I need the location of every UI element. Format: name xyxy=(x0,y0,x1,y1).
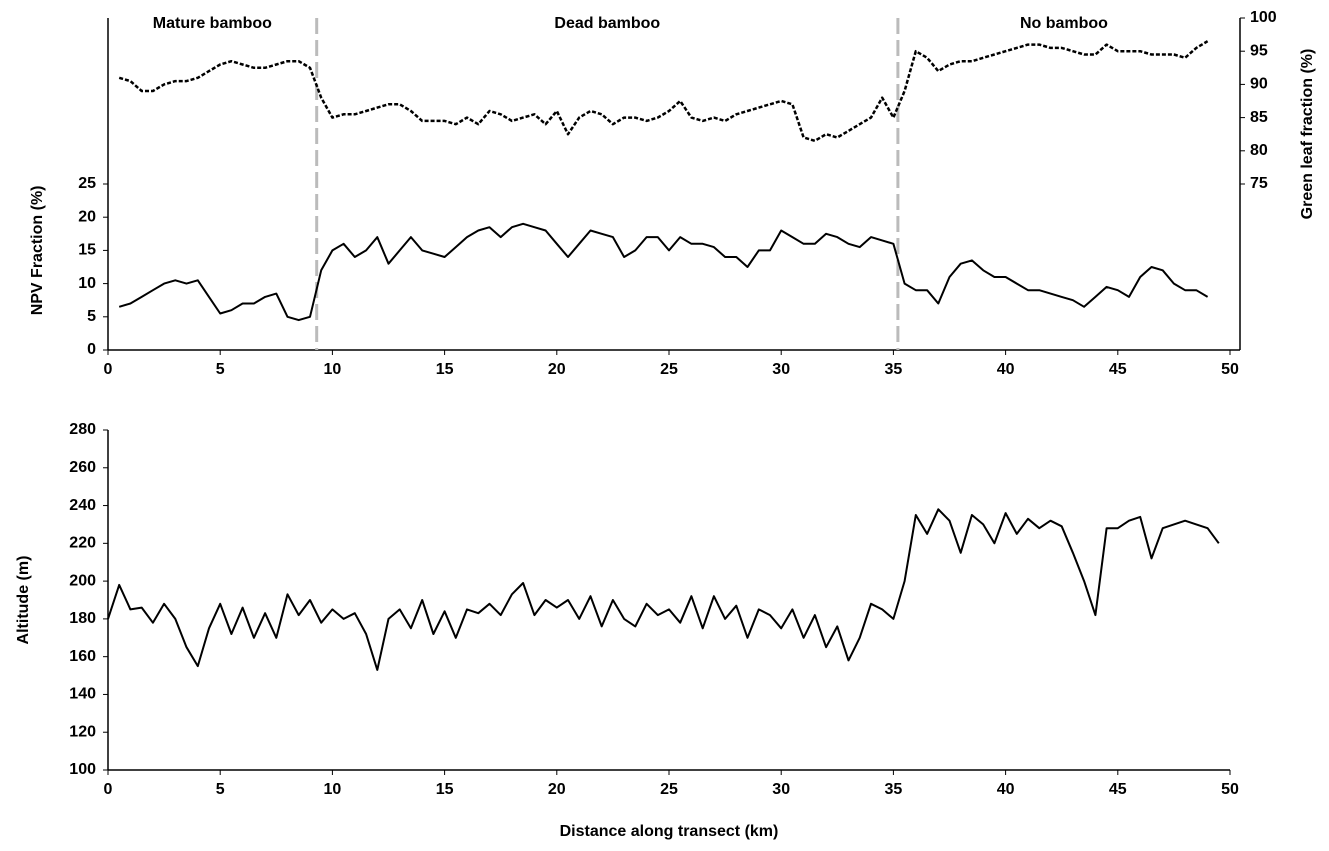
x-tick-label: 25 xyxy=(660,781,678,798)
x-tick-label: 10 xyxy=(324,781,342,798)
y2-tick-label: 75 xyxy=(1250,175,1268,192)
x-tick-label: 15 xyxy=(436,781,454,798)
y-tick-label: 140 xyxy=(69,686,96,703)
x-tick-label: 35 xyxy=(885,361,903,378)
y-tick-label: 280 xyxy=(69,421,96,438)
x-tick-label: 0 xyxy=(104,361,113,378)
y-axis-label: Altitude (m) xyxy=(15,556,32,645)
x-tick-label: 15 xyxy=(436,361,454,378)
y2-tick-label: 100 xyxy=(1250,9,1277,26)
x-tick-label: 25 xyxy=(660,361,678,378)
y-tick-label: 160 xyxy=(69,648,96,665)
region-label: Dead bamboo xyxy=(554,15,660,32)
y2-tick-label: 95 xyxy=(1250,42,1268,59)
data-line xyxy=(107,508,1220,671)
y-tick-label: 25 xyxy=(78,175,96,192)
x-tick-label: 45 xyxy=(1109,781,1127,798)
y-tick-label: 260 xyxy=(69,459,96,476)
x-tick-label: 5 xyxy=(216,361,225,378)
x-axis-label: Distance along transect (km) xyxy=(560,823,779,840)
y2-tick-label: 80 xyxy=(1250,142,1268,159)
y-tick-label: 10 xyxy=(78,275,96,292)
y-tick-label: 240 xyxy=(69,497,96,514)
y-tick-label: 5 xyxy=(87,308,96,325)
x-tick-label: 50 xyxy=(1221,361,1239,378)
y-tick-label: 0 xyxy=(87,341,96,358)
y-tick-label: 100 xyxy=(69,761,96,778)
data-line xyxy=(118,222,1209,322)
x-tick-label: 45 xyxy=(1109,361,1127,378)
region-label: No bamboo xyxy=(1020,15,1108,32)
x-tick-label: 50 xyxy=(1221,781,1239,798)
x-tick-label: 35 xyxy=(885,781,903,798)
x-tick-label: 40 xyxy=(997,781,1015,798)
y-tick-label: 120 xyxy=(69,723,96,740)
y-tick-label: 15 xyxy=(78,242,96,259)
x-tick-label: 40 xyxy=(997,361,1015,378)
x-tick-label: 0 xyxy=(104,781,113,798)
data-line xyxy=(118,40,1209,143)
y2-tick-label: 90 xyxy=(1250,76,1268,93)
y2-axis-label: Green leaf fraction (%) xyxy=(1299,49,1316,220)
x-tick-label: 5 xyxy=(216,781,225,798)
y-tick-label: 180 xyxy=(69,610,96,627)
x-tick-label: 20 xyxy=(548,781,566,798)
region-label: Mature bamboo xyxy=(153,15,272,32)
y-tick-label: 20 xyxy=(78,208,96,225)
x-tick-label: 10 xyxy=(324,361,342,378)
x-tick-label: 20 xyxy=(548,361,566,378)
y2-tick-label: 85 xyxy=(1250,109,1268,126)
y-tick-label: 200 xyxy=(69,572,96,589)
x-tick-label: 30 xyxy=(772,361,790,378)
y-axis-label: NPV Fraction (%) xyxy=(29,186,46,316)
x-tick-label: 30 xyxy=(772,781,790,798)
y-tick-label: 220 xyxy=(69,535,96,552)
